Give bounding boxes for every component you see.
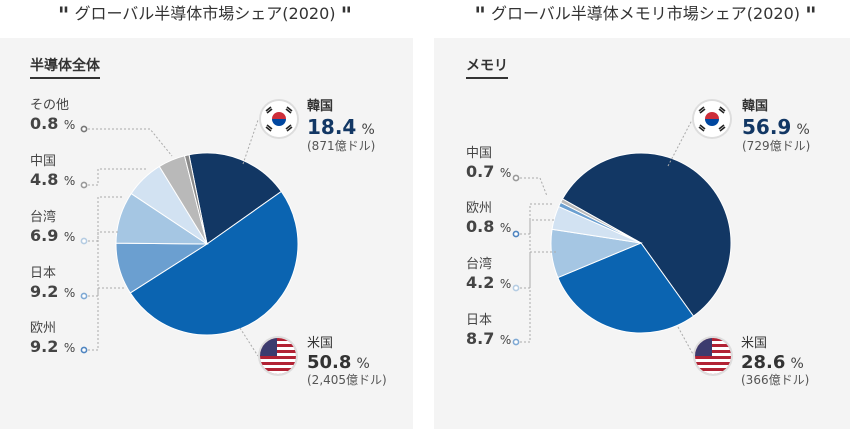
pie-slice-1	[557, 242, 695, 334]
leader-dot	[80, 292, 88, 300]
leader-dot	[80, 125, 88, 133]
leader-line	[667, 119, 693, 167]
south-korea-flag-icon	[261, 101, 297, 137]
usa-flag-icon	[260, 338, 296, 374]
label-korea: 韓国 56.9 % (729億ドル)	[742, 99, 811, 153]
leader-dot	[80, 346, 88, 354]
label-taiwan: 台湾 4.2 %	[466, 257, 512, 292]
leader-dot	[512, 174, 520, 182]
label-japan: 日本 9.2 %	[30, 266, 76, 301]
leader-dot	[512, 338, 520, 346]
label-china: 中国 4.8 %	[30, 154, 76, 189]
leader-dot	[80, 181, 88, 189]
label-korea: 韓国 18.4 % (871億ドル)	[307, 99, 376, 153]
pie-slice-5	[559, 198, 642, 244]
leader-line	[88, 168, 147, 186]
leader-dot	[80, 237, 88, 245]
label-europe: 欧州 9.2 %	[30, 321, 76, 356]
pie-slice-0	[561, 152, 732, 317]
leader-line	[677, 326, 695, 357]
leader-line	[520, 251, 556, 343]
leader-line	[88, 287, 124, 351]
pie-slice-1	[129, 190, 299, 336]
chart-title-left: " グローバル半導体市場シェア(2020) "	[57, 4, 353, 29]
south-korea-flag-icon	[694, 101, 730, 137]
chart-title-right: " グローバル半導体メモリ市場シェア(2020) "	[474, 4, 817, 29]
label-europe: 欧州 0.8 %	[466, 201, 512, 236]
quote-open-icon: "	[474, 4, 486, 29]
pie-chart-semiconductor	[80, 119, 299, 357]
quote-close-icon: "	[805, 4, 817, 29]
chart-subtitle: メモリ	[466, 55, 508, 79]
quote-close-icon: "	[340, 4, 353, 29]
leader-dot	[512, 230, 520, 238]
label-usa: 米国 28.6 % (366億ドル)	[741, 336, 810, 388]
leader-line	[520, 219, 555, 289]
leader-line	[88, 196, 124, 242]
leader-line	[88, 231, 120, 297]
usa-flag-icon	[695, 338, 731, 374]
chart-panel-semiconductor: 半導体全体 その他 0.8 % 中国 4.8 % 台湾 6.9 % 日本 9.2…	[0, 38, 413, 429]
label-china: 中国 0.7 %	[466, 146, 512, 181]
chart-panel-memory: メモリ 中国 0.7 % 欧州 0.8 % 台湾 4.2 % 日本 8.7 % …	[434, 38, 850, 429]
leader-line	[88, 128, 173, 157]
pie-chart-memory	[512, 119, 732, 357]
leader-line	[239, 327, 259, 357]
quote-open-icon: "	[57, 4, 70, 29]
label-usa: 米国 50.8 % (2,405億ドル)	[307, 336, 387, 388]
leader-line	[520, 177, 548, 197]
label-japan: 日本 8.7 %	[466, 313, 512, 348]
leader-line	[242, 119, 259, 165]
pie-slice-0	[188, 152, 283, 245]
pie-slice-6	[183, 154, 208, 245]
label-other: その他 0.8 %	[30, 98, 76, 133]
leader-line	[520, 203, 552, 235]
label-taiwan: 台湾 6.9 %	[30, 210, 76, 245]
chart-subtitle: 半導体全体	[30, 55, 100, 79]
leader-dot	[512, 284, 520, 292]
